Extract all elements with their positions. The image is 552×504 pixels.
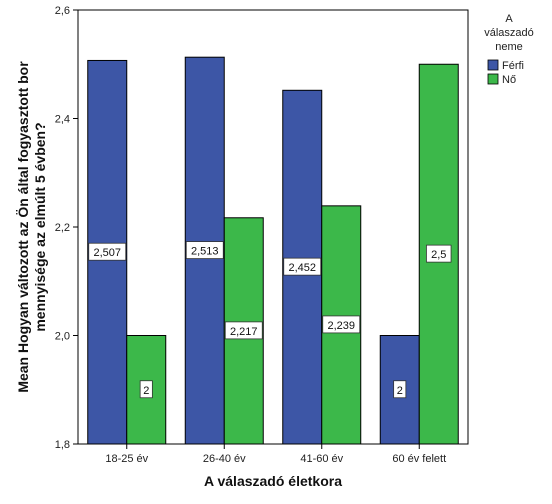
legend-swatch — [487, 73, 499, 85]
data-label: 2,239 — [327, 320, 355, 332]
x-tick-label: 41-60 év — [300, 453, 343, 465]
legend-title-line-3: neme — [495, 41, 523, 53]
x-tick-label: 60 év felett — [392, 453, 446, 465]
legend-label: Férfi — [502, 60, 524, 72]
legend-label: Nő — [502, 74, 516, 86]
y-tick-label: 2,2 — [55, 222, 70, 234]
data-label-box — [88, 242, 127, 261]
x-axis: 18-25 év 26-40 év 41-60 év 60 év felett — [105, 444, 446, 465]
legend: A válaszadó neme Férfi Nő — [484, 13, 534, 86]
bars: 2,507 2 2,513 2,217 2,452 2,239 2 2,5 — [87, 56, 459, 445]
y-tick-label: 2,4 — [55, 114, 70, 126]
data-label-box — [185, 241, 224, 259]
data-label: 2,513 — [191, 246, 219, 258]
data-label: 2,5 — [431, 249, 446, 261]
y-tick-label: 1,8 — [55, 439, 70, 451]
data-label-box — [393, 380, 407, 399]
data-label: 2 — [143, 385, 149, 397]
data-label: 2,217 — [230, 326, 258, 338]
y-axis: 1,8 2,0 2,2 2,4 2,6 — [55, 5, 78, 451]
y-axis-title: Mean Hogyan változott az Ön által fogyas… — [15, 61, 48, 393]
data-label: 2 — [397, 385, 403, 397]
y-tick-label: 2,6 — [55, 5, 70, 17]
data-label-box — [426, 244, 452, 263]
y-tick-label: 2,0 — [55, 331, 70, 343]
legend-swatch — [487, 59, 499, 71]
x-tick-label: 18-25 év — [105, 453, 148, 465]
y-axis-title-line-1: Mean Hogyan változott az Ön által fogyas… — [15, 61, 31, 393]
data-label: 2,452 — [288, 262, 316, 274]
x-tick-label: 26-40 év — [203, 453, 246, 465]
data-label-box — [322, 315, 361, 334]
y-axis-title-line-2: mennyisége az elmúlt 5 évben? — [32, 122, 48, 331]
data-label: 2,507 — [93, 247, 121, 259]
x-axis-title: A válaszadó életkora — [204, 473, 342, 489]
legend-title-line-1: A — [505, 13, 513, 25]
legend-title-line-2: válaszadó — [484, 27, 534, 39]
data-label-box — [139, 380, 153, 399]
data-label-box — [283, 257, 322, 276]
data-label-box — [224, 321, 263, 340]
